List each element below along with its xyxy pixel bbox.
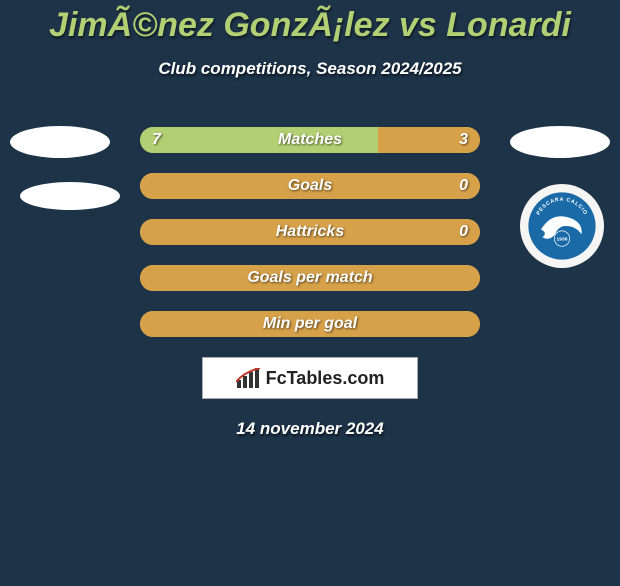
- brand-text: FcTables.com: [266, 368, 385, 389]
- bar-chart-icon: [236, 368, 262, 388]
- avatar-placeholder-bottom-left: [20, 182, 120, 210]
- crest-year: 1936: [557, 237, 568, 243]
- stat-bars: 7Matches3Goals0Hattricks0Goals per match…: [140, 127, 480, 337]
- bar-label: Min per goal: [140, 315, 480, 333]
- bar-label: Hattricks: [140, 223, 480, 241]
- bar-value-right: 3: [459, 131, 468, 149]
- stat-bar: Goals0: [140, 173, 480, 199]
- club-logo-pescara: 1936 PESCARA CALCIO: [520, 184, 604, 268]
- avatar-placeholder-top-right: [510, 126, 610, 158]
- dolphin-crest-icon: 1936 PESCARA CALCIO: [527, 191, 597, 261]
- subtitle: Club competitions, Season 2024/2025: [0, 59, 620, 79]
- date-text: 14 november 2024: [0, 419, 620, 439]
- bar-label: Goals: [140, 177, 480, 195]
- bar-value-right: 0: [459, 223, 468, 241]
- stat-bar: Goals per match: [140, 265, 480, 291]
- page-title: JimÃ©nez GonzÃ¡lez vs Lonardi: [0, 6, 620, 45]
- stat-bar: Hattricks0: [140, 219, 480, 245]
- avatar-placeholder-top-left: [10, 126, 110, 158]
- stat-bar: 7Matches3: [140, 127, 480, 153]
- bar-label: Matches: [140, 131, 480, 149]
- bar-label: Goals per match: [140, 269, 480, 287]
- bar-value-right: 0: [459, 177, 468, 195]
- stat-bar: Min per goal: [140, 311, 480, 337]
- brand-box: FcTables.com: [202, 357, 418, 399]
